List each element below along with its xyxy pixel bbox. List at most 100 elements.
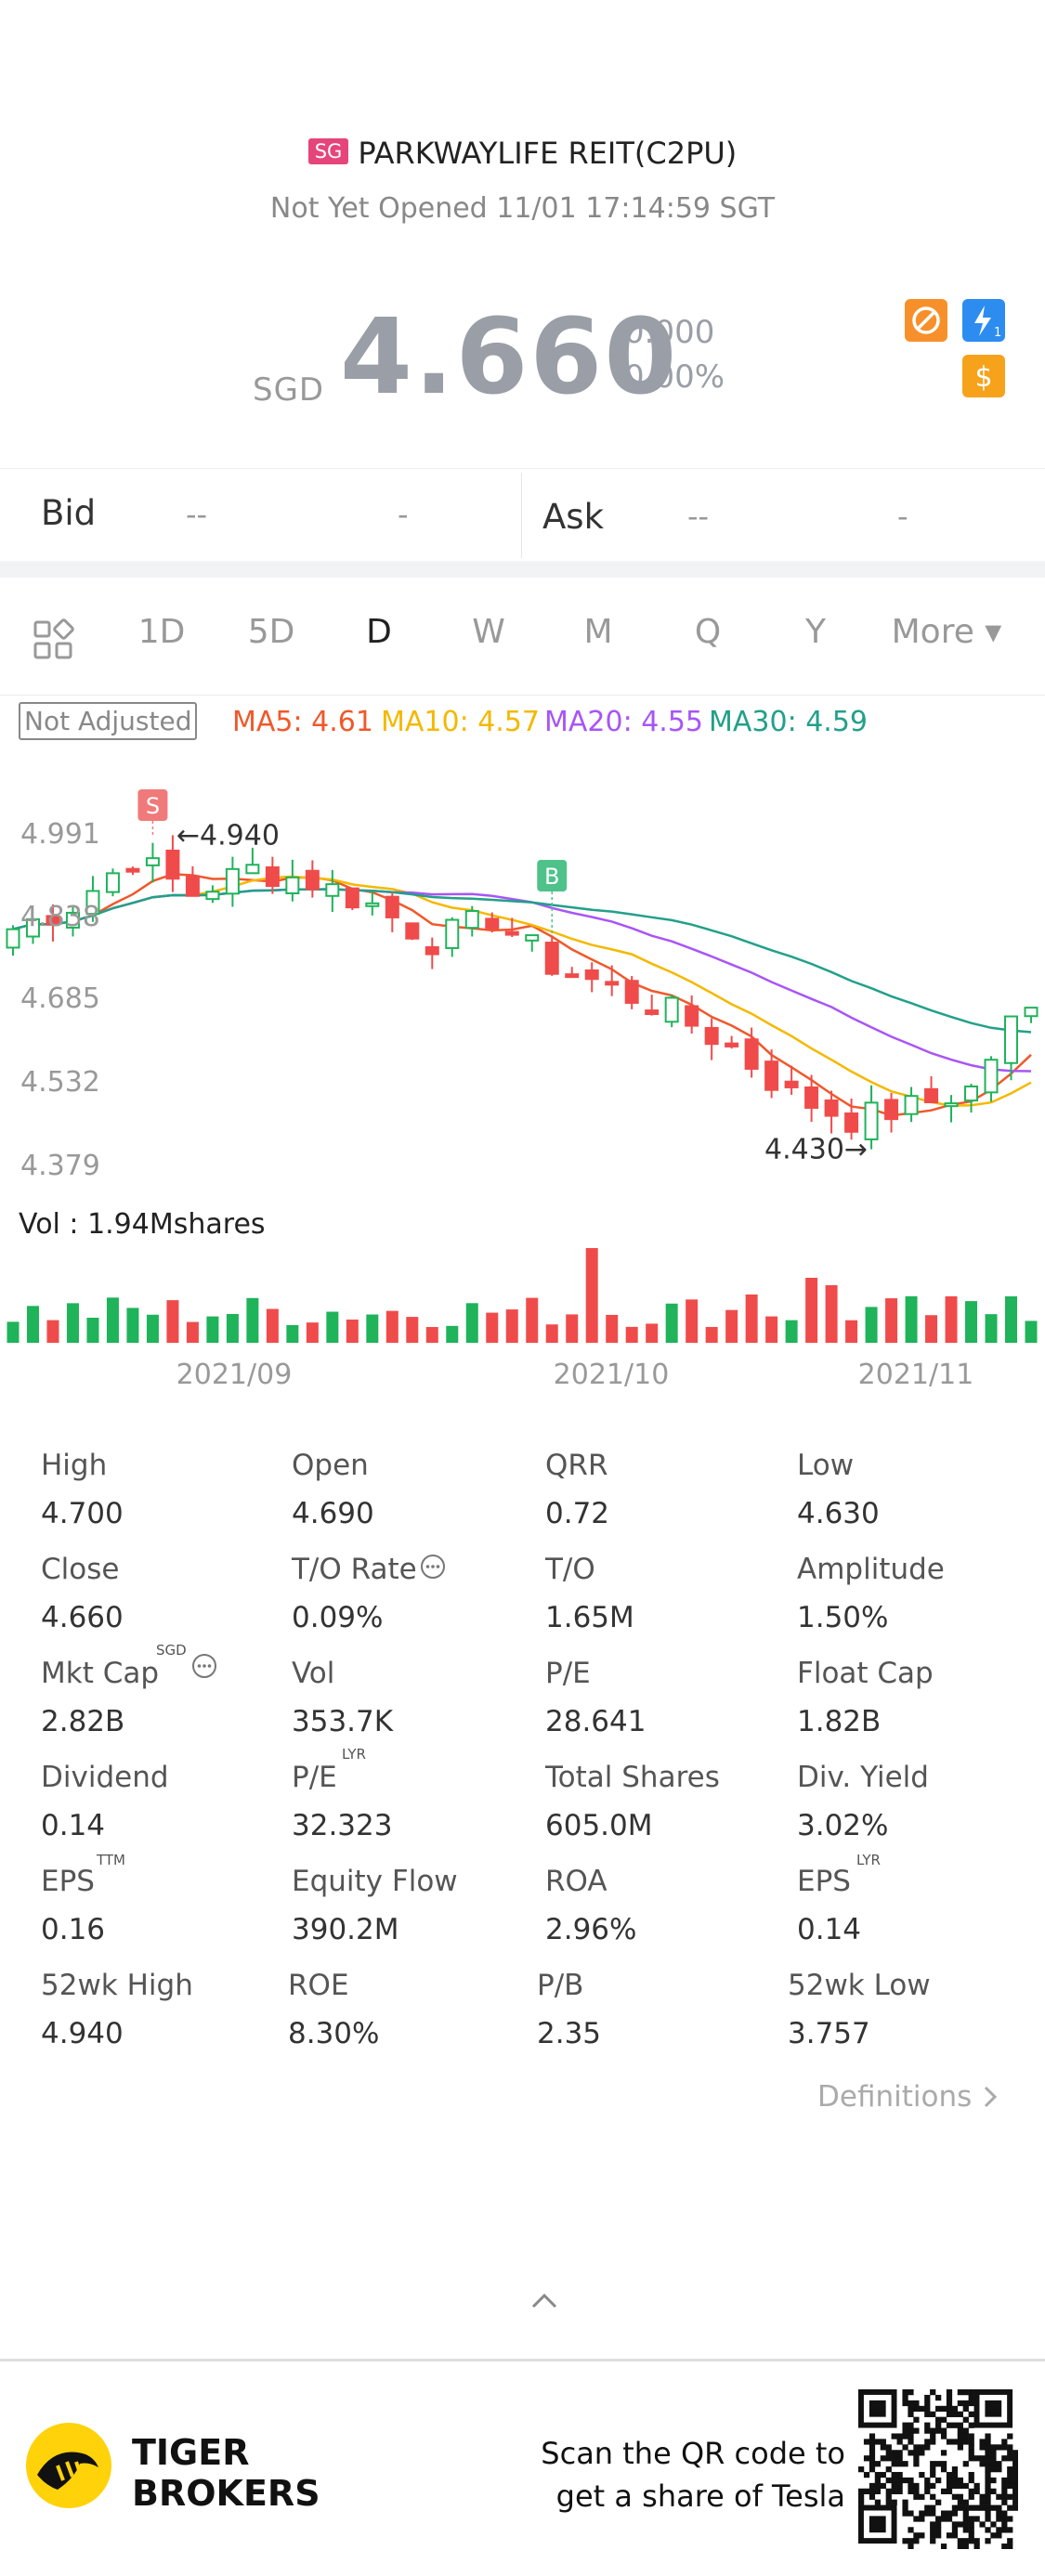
last-price: 4.660 [340,297,679,418]
mkt-cap-info-icon[interactable] [191,1653,217,1679]
dollar-icon[interactable]: $ [962,355,1005,397]
stat-label: EPS [797,1865,851,1898]
candle-body [365,902,380,907]
candle-body [924,1087,939,1104]
candle-body [664,996,679,1023]
candle-body [964,1085,979,1102]
volume-bar [266,1308,279,1343]
candle-body [185,875,200,897]
candle-body [984,1059,999,1094]
to-rate-info-icon[interactable] [420,1554,446,1580]
chevron-right-icon [985,2086,998,2108]
y-tick-label: 4.685 [20,982,100,1015]
volume-bar [186,1321,199,1343]
sell-marker-badge [137,789,168,821]
stat-label: Total Shares [545,1761,720,1794]
volume-bar [286,1324,299,1343]
ask-price: -- [687,499,710,534]
volume-bar [745,1295,758,1343]
bid-price: -- [186,497,208,532]
stat-value: 0.14 [797,1913,862,1946]
candle-body [904,1095,919,1115]
eps-ttm-sup: TTM [97,1852,126,1868]
candle-body [345,887,359,909]
volume-bar [46,1320,59,1343]
candle-body [824,1099,839,1117]
volume-bar [865,1307,878,1343]
stat-value: 8.30% [288,2017,380,2050]
tab-5d[interactable]: 5D [247,613,295,651]
volume-label: Vol : 1.94Mshares [19,1208,266,1241]
candle-body [285,876,300,895]
chevron-up-icon[interactable] [526,2288,563,2312]
high-marker: ←4.940 [176,819,280,852]
stat-value: 0.14 [41,1809,106,1842]
volume-bar [885,1298,898,1343]
volume-bar [945,1295,958,1343]
stat-label: Div. Yield [797,1761,929,1794]
ma30-value: MA30: 4.59 [709,706,869,738]
promo-line-1: Scan the QR code to [541,2436,845,2471]
ma-lines [12,873,1032,1117]
candle-body [725,1042,739,1047]
lightning-icon[interactable]: 1 [962,299,1005,342]
stat-label: Close [41,1553,120,1586]
tab-more[interactable]: More ▾ [891,613,1002,651]
volume-bar [526,1297,539,1343]
tab-d[interactable]: D [366,613,392,651]
footer-banner: TIGER BROKERS Scan the QR code to get a … [0,2359,1045,2576]
stat-value: 2.82B [41,1705,125,1738]
stat-value: 3.02% [797,1809,889,1842]
tab-w[interactable]: W [472,613,505,651]
candle-body [205,891,220,901]
adjust-toggle[interactable]: Not Adjusted [19,702,198,740]
candle-body [225,867,240,895]
volume-bar [705,1326,718,1343]
stat-label: P/E [292,1761,337,1794]
bid-size: - [398,497,409,532]
qr-code[interactable] [858,2389,1018,2549]
bid-ask-bar: Bid -- - Ask -- - [0,468,1045,561]
stat-label: 52wk High [41,1969,193,2002]
brand-name: TIGER BROKERS [132,2432,320,2514]
candle-body [105,872,120,893]
chart-layout-icon[interactable] [32,618,74,661]
stat-value: 0.09% [292,1601,384,1634]
candle-body [704,1026,719,1046]
stat-value: 353.7K [292,1705,394,1738]
volume-bar [226,1313,239,1343]
brand-line-1: TIGER [132,2432,250,2473]
candle-body [1024,1007,1038,1018]
volume-bar [925,1315,938,1343]
quote-header: SG PARKWAYLIFE REIT(C2PU) Not Yet Opened … [0,0,1045,464]
definitions-link[interactable]: Definitions [817,2080,999,2114]
candle-body [125,867,140,873]
candle-body [145,857,160,866]
candlestick-chart[interactable]: 4.991 4.838 4.685 4.532 4.379 ←4.940 4.430→ S B… [0,771,1045,1412]
volume-bar [686,1299,699,1343]
volume-bar [905,1295,918,1343]
tab-m[interactable]: M [583,613,613,651]
stat-label: EPS [41,1865,95,1898]
y-axis-labels: 4.991 4.838 4.685 4.532 4.379 [20,818,100,1182]
tab-y[interactable]: Y [805,613,826,651]
stat-label: Dividend [41,1761,169,1794]
volume-bar [825,1285,838,1343]
candle-body [85,890,100,916]
currency-label: SGD [253,371,325,409]
mkt-cap-currency-sup: SGD [156,1642,187,1659]
ma20-value: MA20: 4.55 [544,706,704,738]
stat-value: 1.50% [797,1601,889,1634]
volume-bar [86,1318,99,1343]
tabs-divider [0,695,1045,696]
volume-bar [845,1320,858,1343]
bid-label: Bid [41,493,97,533]
ma30-line [12,888,1032,1034]
stat-label: T/O [545,1553,595,1586]
stat-value: 4.940 [41,2017,124,2050]
tab-1d[interactable]: 1D [137,613,186,651]
tab-q[interactable]: Q [694,613,722,651]
stat-label: Equity Flow [292,1865,458,1898]
volume-bar [606,1314,619,1343]
no-short-icon[interactable] [905,299,947,342]
